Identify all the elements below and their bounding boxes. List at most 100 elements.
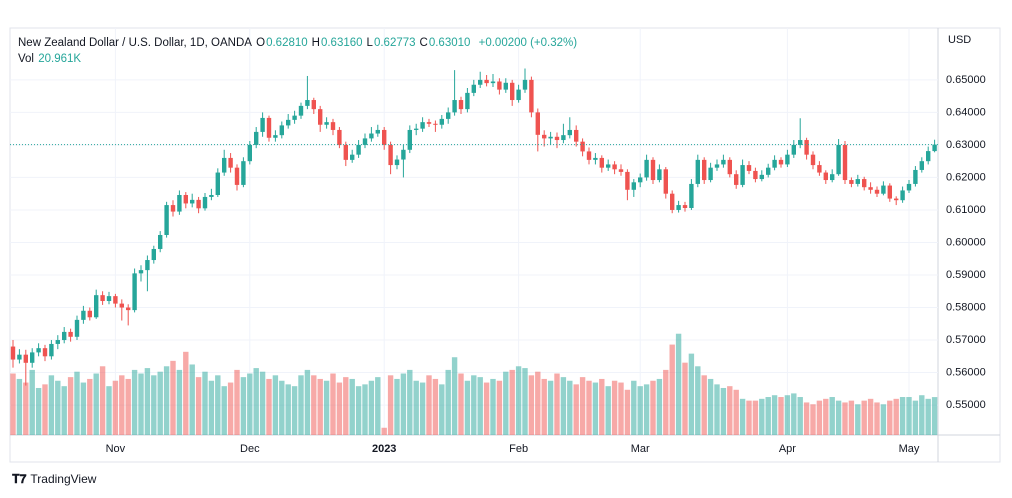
x-tick-label: Mar	[631, 443, 650, 455]
volume-bar	[707, 378, 714, 435]
candle-body	[522, 79, 528, 90]
volume-bar	[336, 382, 343, 435]
volume-bar	[35, 387, 42, 435]
legend: New Zealand Dollar / U.S. Dollar, 1D, OA…	[18, 35, 578, 67]
candle-body	[164, 205, 169, 235]
volume-name: Vol	[18, 53, 34, 65]
candle-body	[702, 159, 707, 181]
volume-bar	[618, 382, 624, 435]
volume-bar	[515, 366, 522, 435]
volume-bar	[163, 366, 170, 435]
candle-body	[42, 348, 48, 357]
candle-body	[906, 183, 912, 191]
volume-bar	[234, 369, 240, 435]
candle-body	[849, 180, 854, 184]
x-tick-label: Dec	[240, 443, 260, 455]
volume-bar	[375, 377, 381, 435]
ohlc-value: 0.62773	[373, 37, 416, 49]
volume-bar	[656, 378, 663, 435]
volume-bar	[240, 377, 247, 435]
volume-bar	[151, 375, 157, 435]
candle-body	[900, 190, 905, 201]
volume-bar	[106, 386, 112, 435]
volume-bar	[464, 380, 471, 435]
volume-bar	[919, 395, 925, 435]
candle-body	[49, 343, 54, 357]
volume-bar	[784, 395, 791, 435]
volume-bar	[503, 371, 509, 435]
volume-bar	[567, 380, 573, 435]
candle-body	[759, 174, 764, 180]
candle-body	[561, 135, 566, 141]
logo: 𝐓𝟕	[12, 472, 27, 486]
volume-bar	[362, 384, 368, 435]
volume-bar	[778, 397, 784, 435]
candle-body	[727, 159, 732, 175]
candle-body	[401, 149, 406, 160]
volume-bar	[119, 375, 125, 435]
volume-bar	[490, 378, 496, 435]
volume-bar	[407, 369, 413, 435]
candle-body	[804, 140, 809, 155]
y-tick-label: 0.60000	[946, 236, 986, 248]
volume-bar	[823, 398, 829, 435]
volume-bar	[899, 397, 906, 435]
candle-body	[343, 144, 348, 160]
candle-body	[87, 310, 92, 318]
volume-bar	[592, 382, 599, 435]
volume-bar	[471, 375, 477, 435]
candle-body	[855, 179, 860, 184]
candle-body	[62, 331, 67, 341]
volume-bar	[727, 386, 733, 435]
candle-body	[286, 119, 291, 126]
x-tick-label: Apr	[779, 443, 796, 455]
candle-body	[612, 164, 617, 170]
candle-body	[10, 346, 16, 360]
chart-frame	[9, 27, 1001, 463]
candle-body	[126, 307, 131, 311]
candle-body	[241, 161, 246, 185]
candle-body	[394, 159, 400, 166]
volume-bar	[291, 386, 298, 435]
ohlc-legend: O0.62810 H0.63160 L0.62773 C0.63010	[256, 37, 474, 49]
volume-bar	[67, 377, 74, 435]
y-tick-label: 0.55000	[946, 399, 986, 411]
candle-body	[228, 157, 233, 168]
volume-bar	[867, 398, 874, 435]
x-tick-label: 2023	[372, 443, 396, 455]
candle-body	[644, 159, 649, 178]
branding: 𝐓𝟕 TradingView	[12, 472, 96, 487]
volume-bar	[643, 384, 650, 435]
candle-body	[881, 185, 886, 194]
volume-bar	[55, 380, 61, 435]
candle-body	[356, 144, 361, 155]
volume-bar	[23, 382, 29, 435]
ohlc-key: O	[256, 37, 266, 49]
candle-body	[663, 169, 668, 194]
candle-body	[471, 84, 476, 93]
volume-bar	[42, 384, 48, 435]
candle-body	[932, 144, 937, 152]
candle-body	[362, 138, 368, 145]
candle-body	[209, 194, 214, 197]
volume-bar	[368, 380, 375, 435]
candle-body	[196, 199, 201, 209]
volume-bar	[816, 400, 823, 435]
volume-bar	[176, 369, 183, 435]
candle-body	[273, 135, 278, 138]
volume-bar	[426, 375, 432, 435]
volume-bar	[215, 375, 221, 435]
volume-row: Vol 20.961K	[18, 51, 578, 67]
volume-bar	[298, 375, 304, 435]
volume-bar	[771, 395, 778, 435]
y-tick-label: 0.58000	[946, 301, 986, 313]
volume-bar	[528, 375, 535, 435]
candle-body	[382, 129, 387, 145]
candle-body	[311, 100, 316, 110]
candle-body	[682, 205, 688, 209]
volume-bar	[803, 402, 810, 435]
candle-body	[298, 105, 304, 116]
y-axis-label: USD	[948, 34, 971, 46]
volume-bar	[695, 366, 701, 435]
brand-name: TradingView	[30, 472, 97, 486]
